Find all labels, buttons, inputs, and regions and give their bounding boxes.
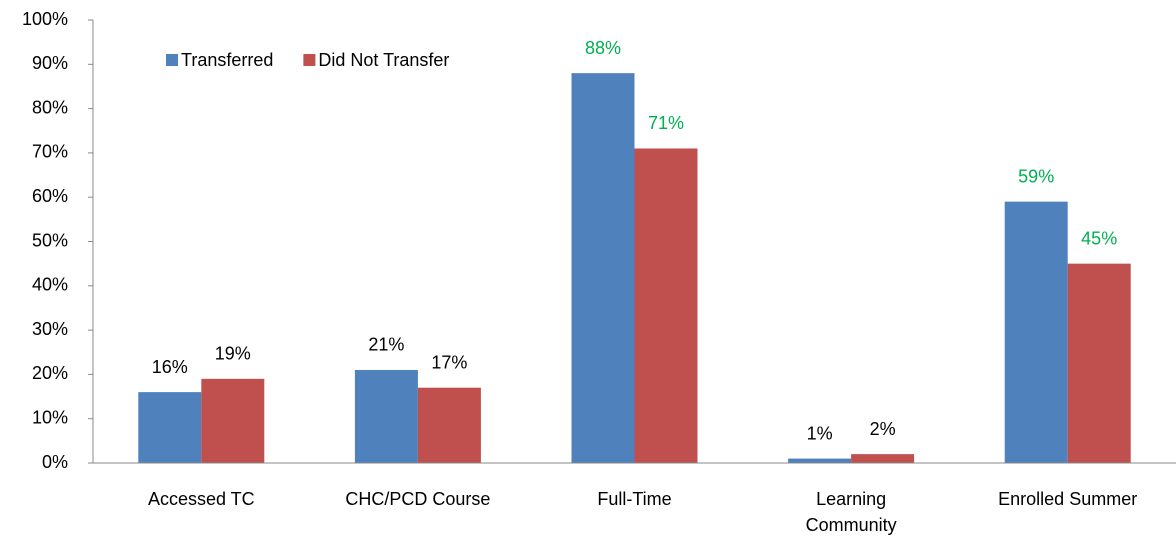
data-label: 21% — [368, 335, 404, 355]
bar — [201, 378, 265, 463]
x-tick-label: Enrolled Summer — [998, 489, 1138, 509]
data-label: 1% — [807, 423, 833, 443]
y-tick-label: 30% — [32, 319, 68, 339]
data-label: 2% — [870, 419, 896, 439]
legend-swatch — [166, 54, 178, 66]
x-tick-label: CHC/PCD Course — [345, 489, 491, 509]
bar — [138, 392, 202, 463]
legend-label: Did Not Transfer — [318, 50, 449, 70]
y-tick-label: 40% — [32, 275, 68, 295]
x-tick-label: Accessed TC — [147, 489, 255, 509]
bar — [1004, 201, 1068, 463]
bar — [417, 387, 481, 463]
bar — [851, 454, 915, 463]
y-tick-label: 20% — [32, 363, 68, 383]
x-tick-label: Full-Time — [597, 489, 672, 509]
y-tick-label: 90% — [32, 53, 68, 73]
y-tick-label: 80% — [32, 97, 68, 117]
legend-swatch — [303, 54, 316, 66]
bar — [634, 148, 698, 463]
y-tick-label: 60% — [32, 186, 68, 206]
data-label: 45% — [1081, 228, 1117, 248]
data-label: 17% — [431, 352, 467, 372]
legend-label: Transferred — [181, 50, 273, 70]
bar — [571, 73, 635, 463]
y-tick-label: 10% — [32, 407, 68, 427]
bar — [354, 369, 418, 463]
y-tick-label: 0% — [42, 452, 68, 472]
data-label: 88% — [585, 38, 621, 58]
data-label: 16% — [152, 357, 188, 377]
data-label: 19% — [215, 344, 251, 364]
y-tick-label: 70% — [32, 142, 68, 162]
data-label: 59% — [1018, 166, 1054, 186]
bar — [1067, 263, 1131, 463]
y-tick-label: 50% — [32, 230, 68, 250]
x-tick-label: Learning Community — [805, 489, 897, 535]
bar — [788, 458, 852, 463]
data-label: 71% — [648, 113, 684, 133]
y-tick-label: 100% — [22, 9, 68, 29]
